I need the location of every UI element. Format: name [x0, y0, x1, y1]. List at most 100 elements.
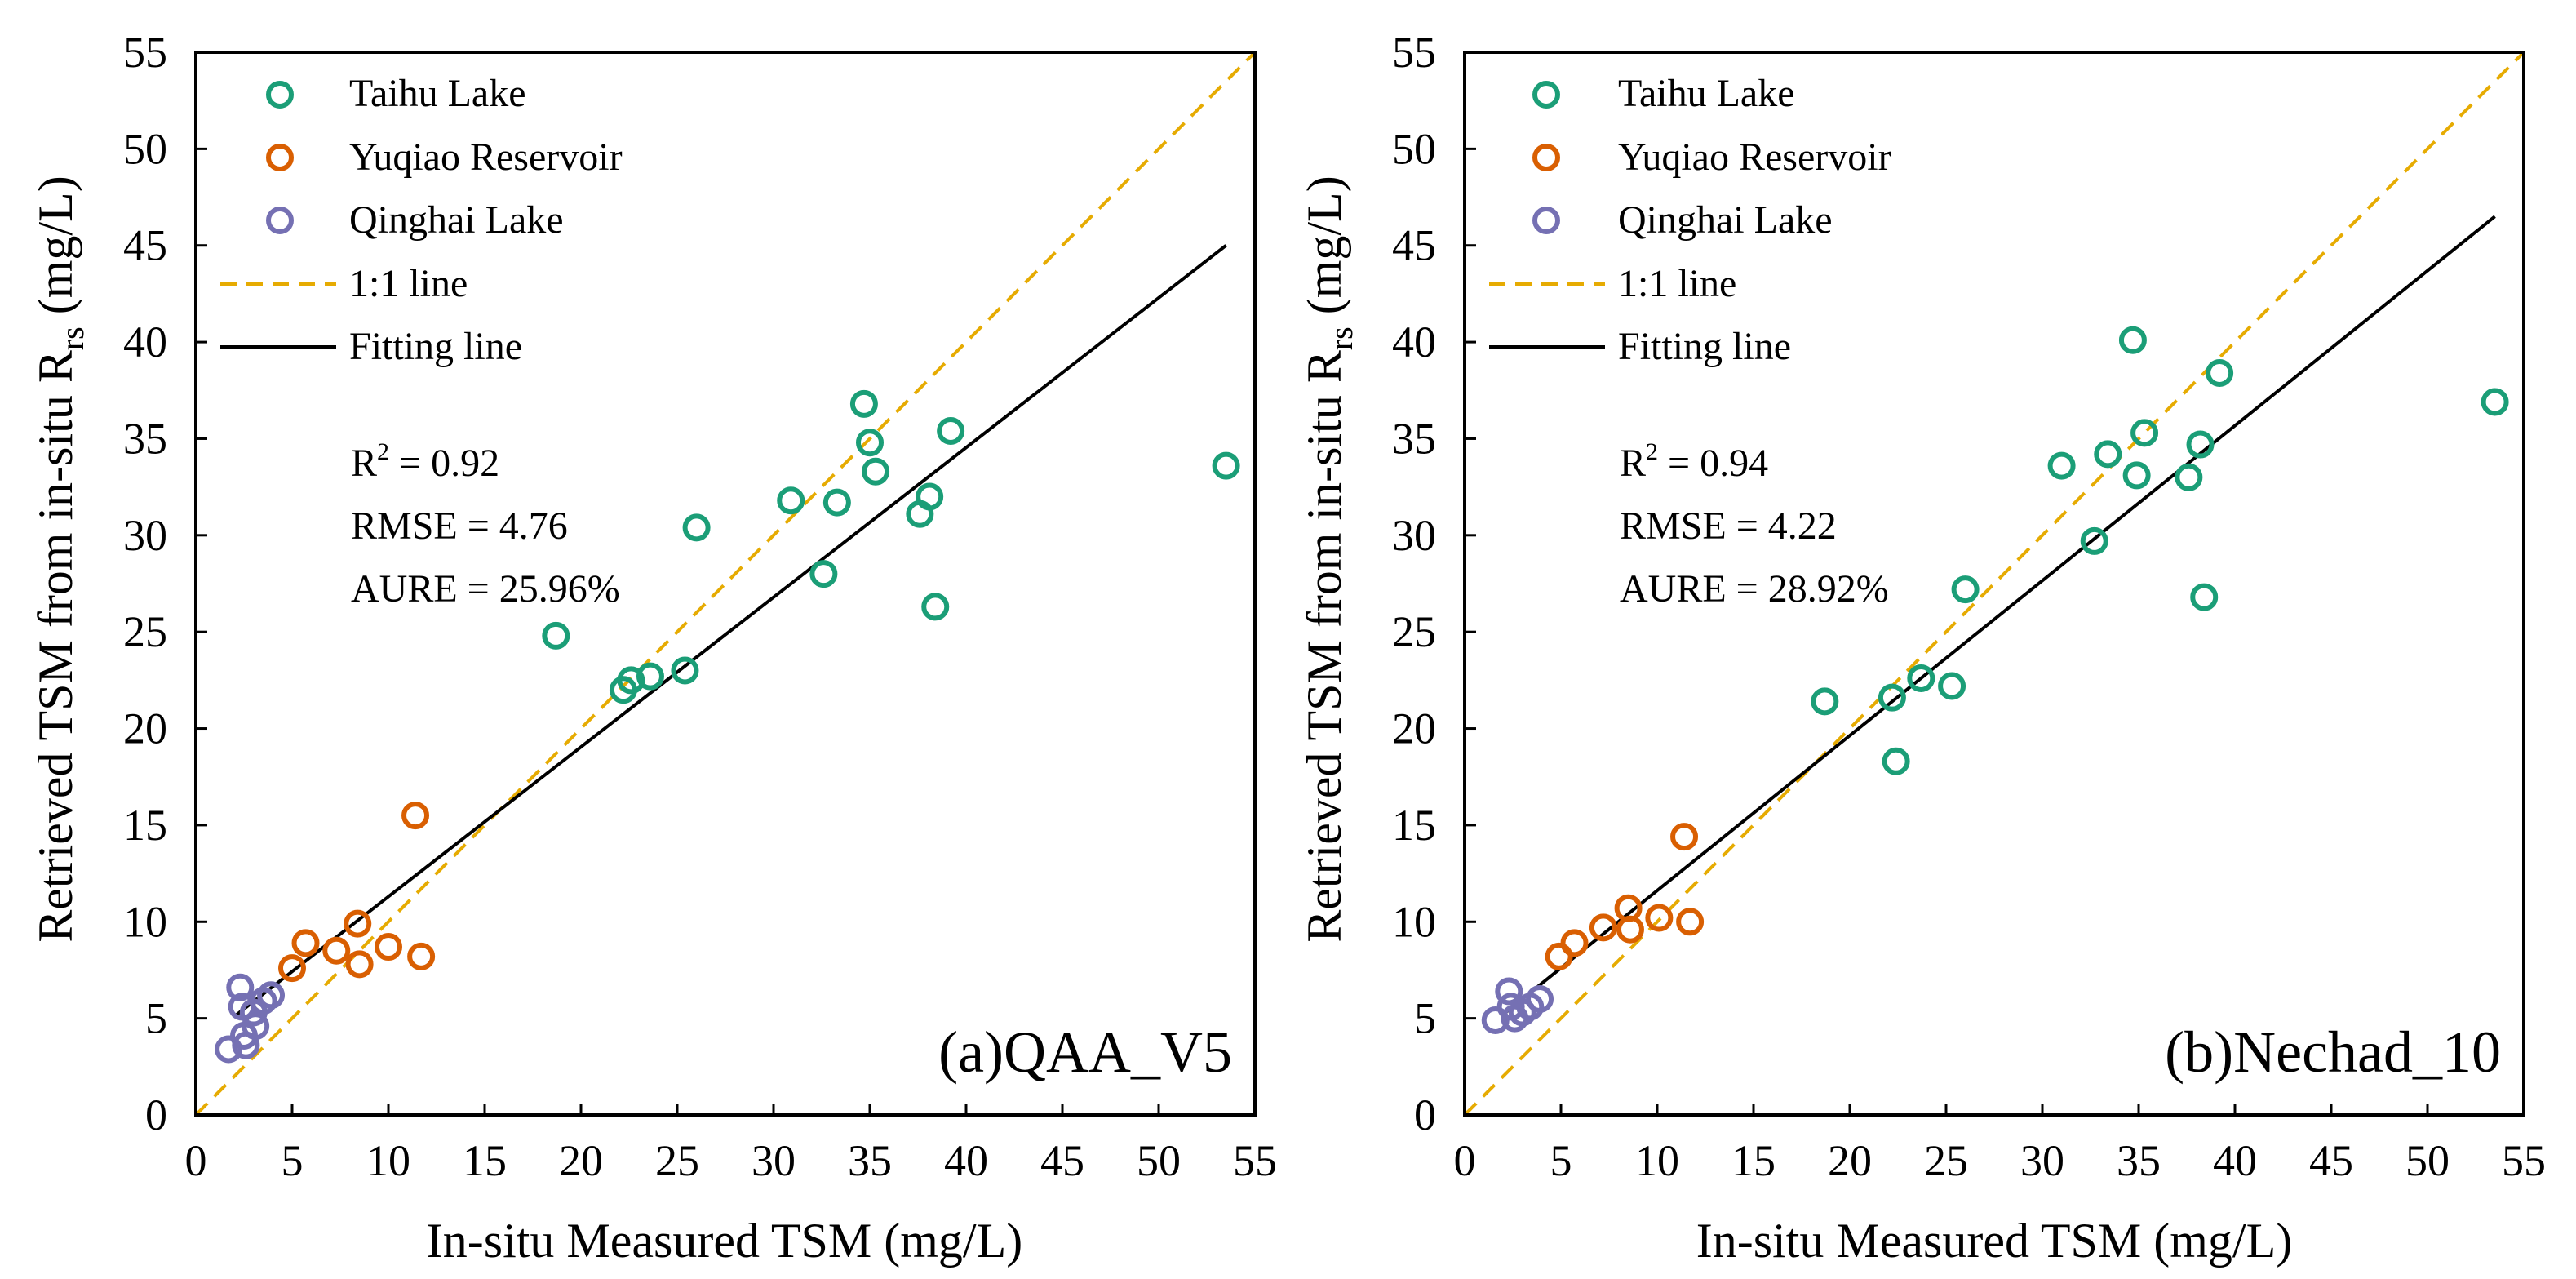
y-tick-label: 0 — [1414, 1090, 1436, 1139]
y-tick-label: 20 — [1392, 704, 1436, 753]
x-tick-label: 30 — [752, 1136, 796, 1185]
y-tick-label: 55 — [123, 28, 167, 77]
panel-a-plot-frame — [194, 51, 1257, 1117]
point-taihu — [2118, 326, 2147, 354]
point-qinghai — [1526, 984, 1554, 1013]
panel-a-label: (a)QAA_V5 — [938, 1019, 1232, 1085]
point-yuqiao — [407, 942, 436, 970]
x-tick-label: 20 — [559, 1136, 603, 1185]
point-taihu — [1951, 575, 1980, 604]
point-taihu — [671, 656, 699, 685]
point-taihu — [1882, 747, 1910, 775]
point-qinghai — [1495, 977, 1523, 1006]
y-tick-label: 15 — [123, 801, 167, 850]
x-tick-label: 55 — [2502, 1136, 2546, 1185]
x-tick-label: 40 — [944, 1136, 988, 1185]
point-yuqiao — [401, 802, 430, 830]
point-taihu — [809, 560, 838, 588]
y-tick-label: 10 — [123, 897, 167, 946]
fitting-line — [233, 244, 1227, 1018]
point-taihu — [1212, 451, 1240, 480]
point-taihu — [682, 513, 711, 542]
point-yuqiao — [322, 936, 351, 965]
x-tick-label: 5 — [1550, 1136, 1572, 1185]
point-yuqiao — [344, 909, 372, 938]
x-tick-label: 15 — [1731, 1136, 1776, 1185]
point-taihu — [542, 621, 570, 650]
point-taihu — [937, 416, 965, 445]
panel-a-stats: R2 = 0.92 RMSE = 4.76 AURE = 25.96% — [351, 438, 620, 611]
legend-fit-label: Fitting line — [349, 325, 522, 368]
panel-b-x-axis-title: In-situ Measured TSM (mg/L) — [1696, 1214, 2292, 1268]
legend-taihu-marker — [266, 81, 294, 109]
point-taihu — [856, 429, 884, 457]
panel-b: 0 5 10 15 20 25 30 35 40 45 50 55 0 5 10 15 20 25 30 35 40 45… — [1297, 28, 2546, 1268]
legend-taihu-marker — [1532, 81, 1560, 109]
y-tick-label: 5 — [145, 994, 167, 1043]
point-yuqiao — [1670, 823, 1699, 851]
x-tick-label: 35 — [2117, 1136, 2161, 1185]
point-taihu — [2175, 463, 2203, 491]
panel-b-y-axis-title: Retrieved TSM from in-situ Rrs (mg/L) — [1297, 175, 1359, 942]
y-tick-label: 45 — [1392, 221, 1436, 270]
aure-text: AURE = 25.96% — [351, 567, 620, 611]
point-yuqiao — [1589, 913, 1617, 942]
x-tick-label: 40 — [2213, 1136, 2257, 1185]
y-tick-label: 25 — [1392, 607, 1436, 656]
r2-text: R2 = 0.92 — [351, 438, 499, 485]
fitting-line — [1501, 215, 2496, 1016]
point-taihu — [916, 482, 944, 511]
y-tick-label: 20 — [123, 704, 167, 753]
legend-yuqiao-marker — [1532, 144, 1560, 171]
y-tick-label: 50 — [1392, 124, 1436, 173]
y-tick-label: 25 — [123, 607, 167, 656]
panel-b-marks: 0 5 10 15 20 25 30 35 40 45 50 55 0 5 10 15 20 25 30 35 40 45… — [1392, 28, 2546, 1185]
panel-b-legend: Taihu Lake Yuqiao Reservoir Qinghai Lake… — [1489, 72, 1891, 368]
panel-a: 0 5 10 15 20 25 30 35 40 45 50 55 0 5 10 15 20 25 30 35 40 45… — [29, 28, 1277, 1268]
legend-yuqiao-label: Yuqiao Reservoir — [1618, 135, 1891, 179]
panel-a-y-axis-title: Retrieved TSM from in-situ Rrs (mg/L) — [29, 175, 91, 942]
legend-qinghai-marker — [266, 207, 294, 234]
point-taihu — [2047, 451, 2076, 480]
legend-qinghai-label: Qinghai Lake — [1618, 198, 1833, 242]
y-tick-label: 10 — [1392, 897, 1436, 946]
point-qinghai — [215, 1035, 243, 1064]
point-qinghai — [1481, 1006, 1510, 1035]
point-yuqiao — [1645, 904, 1674, 932]
y-tick-label: 35 — [1392, 414, 1436, 463]
panel-a-marks: 0 5 10 15 20 25 30 35 40 45 50 55 0 5 10 15 20 25 30 35 40 45… — [123, 28, 1277, 1185]
panel-a-x-axis-title: In-situ Measured TSM (mg/L) — [427, 1214, 1022, 1268]
legend-taihu-label: Taihu Lake — [1618, 72, 1795, 115]
one-to-one-line — [194, 51, 1257, 1117]
panel-b-plot-frame — [1463, 51, 2525, 1117]
point-taihu — [2206, 358, 2234, 387]
y-tick-label: 30 — [123, 511, 167, 560]
point-qinghai — [226, 973, 255, 1001]
x-tick-label: 25 — [1924, 1136, 1968, 1185]
x-tick-label: 50 — [2405, 1136, 2450, 1185]
point-taihu — [777, 486, 805, 515]
aure-text: AURE = 28.92% — [1620, 567, 1889, 611]
x-tick-label: 0 — [185, 1136, 207, 1185]
point-qinghai — [257, 981, 286, 1010]
legend-yuqiao-label: Yuqiao Reservoir — [349, 135, 623, 179]
rmse-text: RMSE = 4.76 — [351, 504, 568, 548]
x-tick-label: 20 — [1828, 1136, 1872, 1185]
x-tick-label: 45 — [1040, 1136, 1084, 1185]
point-taihu — [617, 666, 645, 695]
x-tick-label: 45 — [2309, 1136, 2353, 1185]
x-tick-label: 15 — [463, 1136, 507, 1185]
point-yuqiao — [291, 929, 320, 957]
y-tick-label: 5 — [1414, 994, 1436, 1043]
point-taihu — [2190, 583, 2219, 611]
x-tick-label: 5 — [282, 1136, 304, 1185]
y-tick-label: 40 — [1392, 318, 1436, 366]
point-taihu — [636, 662, 664, 691]
y-tick-label: 15 — [1392, 801, 1436, 850]
x-tick-label: 35 — [848, 1136, 892, 1185]
point-taihu — [2080, 526, 2108, 555]
y-tick-label: 40 — [123, 318, 167, 366]
point-yuqiao — [1676, 908, 1705, 936]
y-tick-label: 30 — [1392, 511, 1436, 560]
